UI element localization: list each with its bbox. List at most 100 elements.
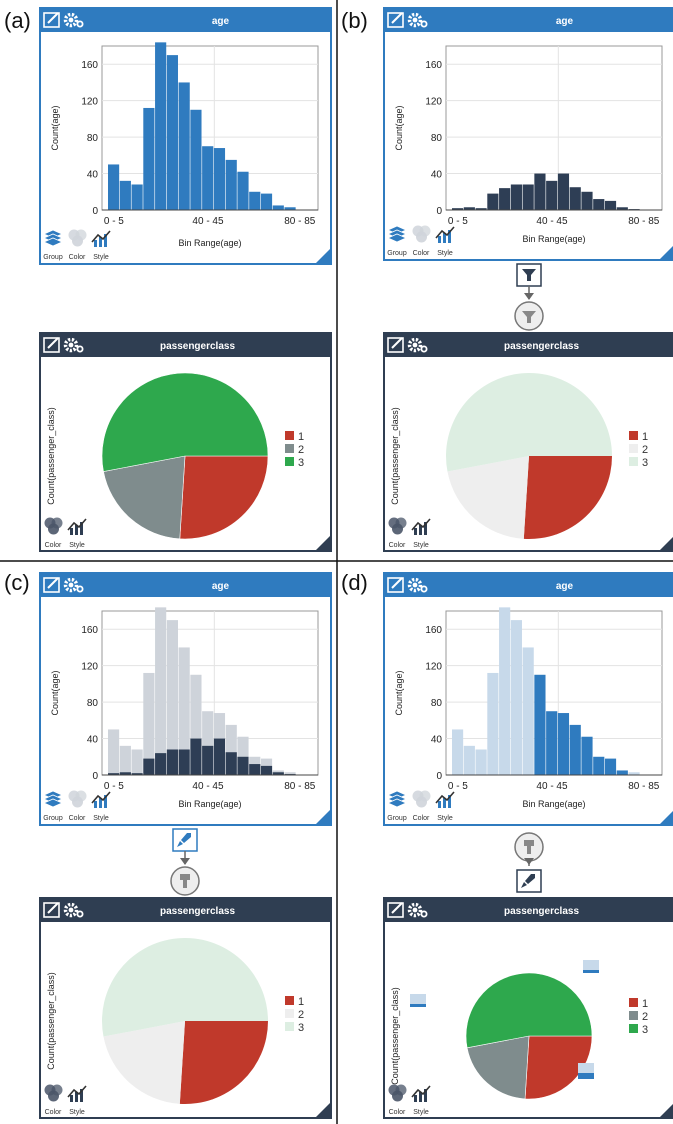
color-circles-icon[interactable] xyxy=(44,1084,63,1102)
color-circles-icon[interactable] xyxy=(44,517,63,535)
histogram-bar-highlight[interactable] xyxy=(166,749,178,775)
pie-slice[interactable] xyxy=(446,373,612,472)
edit-icon[interactable] xyxy=(387,12,404,28)
histogram-bar[interactable] xyxy=(225,159,237,210)
resize-handle[interactable] xyxy=(659,535,673,551)
histogram-bar[interactable] xyxy=(452,729,464,775)
histogram-bar-highlight[interactable] xyxy=(260,765,273,775)
layers-icon[interactable] xyxy=(387,790,407,808)
histogram-bar[interactable] xyxy=(143,672,155,775)
legend-label[interactable]: 1 xyxy=(298,431,304,443)
histogram-bar[interactable] xyxy=(452,208,464,210)
histogram-bar[interactable] xyxy=(557,713,570,775)
histogram-bar[interactable] xyxy=(616,207,628,210)
histogram-bar[interactable] xyxy=(284,772,296,775)
legend-label[interactable]: 2 xyxy=(642,1011,648,1023)
edit-icon[interactable] xyxy=(387,577,404,593)
color-circles-icon[interactable] xyxy=(412,790,431,808)
histogram-bar[interactable] xyxy=(487,193,499,210)
link-connector[interactable] xyxy=(514,832,544,893)
histogram-bar[interactable] xyxy=(499,188,511,210)
histogram-bar-highlight[interactable] xyxy=(225,752,237,775)
legend-label[interactable]: 2 xyxy=(298,444,304,456)
histogram-bar[interactable] xyxy=(202,146,214,210)
histogram-bar[interactable] xyxy=(616,770,628,775)
histogram-bar[interactable] xyxy=(522,184,534,210)
histogram-bar[interactable] xyxy=(581,191,593,210)
style-chart-icon[interactable] xyxy=(435,226,455,243)
histogram-bar[interactable] xyxy=(108,729,120,775)
style-chart-icon[interactable] xyxy=(91,230,111,247)
histogram-bar[interactable] xyxy=(119,745,131,775)
style-chart-icon[interactable] xyxy=(67,1085,87,1102)
layers-icon[interactable] xyxy=(43,229,63,247)
pie-slice[interactable] xyxy=(466,1035,530,1100)
histogram-bar[interactable] xyxy=(487,672,499,775)
histogram-bar[interactable] xyxy=(510,184,522,210)
legend-label[interactable]: 1 xyxy=(642,431,648,443)
histogram-bar-highlight[interactable] xyxy=(249,764,261,775)
gear-icon[interactable] xyxy=(63,337,84,353)
color-circles-icon[interactable] xyxy=(388,1084,407,1102)
edit-icon[interactable] xyxy=(43,337,60,353)
edit-icon[interactable] xyxy=(43,902,60,918)
pie-slice[interactable] xyxy=(179,455,269,540)
gear-icon[interactable] xyxy=(407,577,428,593)
gear-icon[interactable] xyxy=(407,337,428,353)
legend-label[interactable]: 3 xyxy=(298,457,304,469)
color-circles-icon[interactable] xyxy=(388,517,407,535)
histogram-bar[interactable] xyxy=(581,736,593,775)
histogram-bar[interactable] xyxy=(260,193,273,210)
color-circles-icon[interactable] xyxy=(412,225,431,243)
legend-label[interactable]: 2 xyxy=(298,1009,304,1021)
histogram-bar-highlight[interactable] xyxy=(213,738,226,775)
histogram-bar[interactable] xyxy=(155,607,167,775)
histogram-bar[interactable] xyxy=(628,772,640,775)
histogram-bar[interactable] xyxy=(119,180,131,210)
histogram-bar[interactable] xyxy=(475,208,487,210)
link-connector[interactable] xyxy=(170,828,200,896)
gear-icon[interactable] xyxy=(407,902,428,918)
gear-icon[interactable] xyxy=(407,12,428,28)
histogram-bar[interactable] xyxy=(237,736,249,775)
histogram-bar[interactable] xyxy=(534,674,546,775)
pie-slice[interactable] xyxy=(179,1021,268,1104)
histogram-bar-highlight[interactable] xyxy=(131,773,143,775)
histogram-bar-highlight[interactable] xyxy=(108,773,120,775)
resize-handle[interactable] xyxy=(315,1102,331,1118)
histogram-bar[interactable] xyxy=(202,711,214,775)
histogram-bar[interactable] xyxy=(225,724,237,775)
histogram-bar[interactable] xyxy=(546,711,558,775)
histogram-bar[interactable] xyxy=(546,180,558,210)
pie-slice[interactable] xyxy=(103,455,186,540)
histogram-bar[interactable] xyxy=(593,756,605,775)
style-chart-icon[interactable] xyxy=(411,1085,431,1102)
histogram-bar[interactable] xyxy=(499,607,511,775)
histogram-bar[interactable] xyxy=(166,55,178,210)
pie-slice[interactable] xyxy=(524,1035,593,1100)
gear-icon[interactable] xyxy=(63,12,84,28)
resize-handle[interactable] xyxy=(659,809,673,825)
histogram-bar[interactable] xyxy=(108,164,120,210)
legend-label[interactable]: 1 xyxy=(298,996,304,1008)
histogram-bar[interactable] xyxy=(131,184,143,210)
pie-slice[interactable] xyxy=(523,456,612,540)
resize-handle[interactable] xyxy=(315,535,331,551)
histogram-bar-highlight[interactable] xyxy=(237,756,249,775)
histogram-bar[interactable] xyxy=(522,647,534,775)
histogram-bar-highlight[interactable] xyxy=(155,753,167,775)
histogram-bar[interactable] xyxy=(190,674,202,775)
style-chart-icon[interactable] xyxy=(411,518,431,535)
histogram-bar[interactable] xyxy=(284,207,296,210)
style-chart-icon[interactable] xyxy=(91,791,111,808)
legend-label[interactable]: 3 xyxy=(298,1022,304,1034)
pie-slice[interactable] xyxy=(447,456,529,539)
pie-slice[interactable] xyxy=(465,972,593,1049)
histogram-bar-highlight[interactable] xyxy=(143,758,155,775)
gear-icon[interactable] xyxy=(63,902,84,918)
legend-label[interactable]: 1 xyxy=(642,998,648,1010)
histogram-bar[interactable] xyxy=(178,647,190,775)
style-chart-icon[interactable] xyxy=(435,791,455,808)
link-connector[interactable] xyxy=(514,263,544,331)
resize-handle[interactable] xyxy=(315,809,331,825)
